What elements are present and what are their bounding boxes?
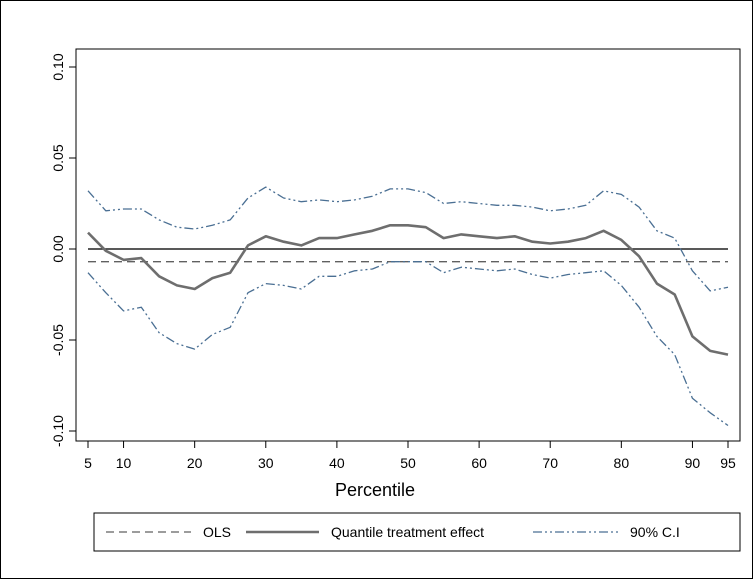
y-tick-label: 0.05 xyxy=(50,144,66,171)
x-tick-label: 70 xyxy=(542,455,558,471)
legend-label-qte: Quantile treatment effect xyxy=(331,524,484,540)
y-tick-label: 0.00 xyxy=(50,235,66,262)
ci-upper-line xyxy=(87,186,729,292)
x-tick-label: 50 xyxy=(400,455,416,471)
x-tick-label: 20 xyxy=(187,455,203,471)
plot-area xyxy=(75,48,741,442)
x-axis: 5 10 20 30 40 50 60 70 80 90 95 xyxy=(84,441,736,471)
qte-line xyxy=(87,224,729,356)
x-tick-label: 60 xyxy=(471,455,487,471)
x-tick-label: 80 xyxy=(614,455,630,471)
x-tick-label: 40 xyxy=(329,455,345,471)
y-tick-label: -0.05 xyxy=(50,324,66,356)
legend-label-ci: 90% C.I xyxy=(630,524,680,540)
ci-lower-line xyxy=(87,261,729,427)
x-tick-label: 30 xyxy=(258,455,274,471)
y-tick-label: 0.10 xyxy=(50,53,66,80)
x-tick-label: 5 xyxy=(84,455,92,471)
y-tick-label: -0.10 xyxy=(50,415,66,447)
y-axis: -0.10 -0.05 0.00 0.05 0.10 xyxy=(50,53,76,447)
x-axis-title: Percentile xyxy=(335,480,415,500)
x-tick-label: 95 xyxy=(720,455,736,471)
x-tick-label: 10 xyxy=(116,455,132,471)
legend: OLS Quantile treatment effect 90% C.I xyxy=(93,512,741,552)
series-layer xyxy=(87,186,729,427)
legend-box xyxy=(93,512,741,552)
legend-label-ols: OLS xyxy=(203,524,231,540)
x-tick-label: 90 xyxy=(685,455,701,471)
